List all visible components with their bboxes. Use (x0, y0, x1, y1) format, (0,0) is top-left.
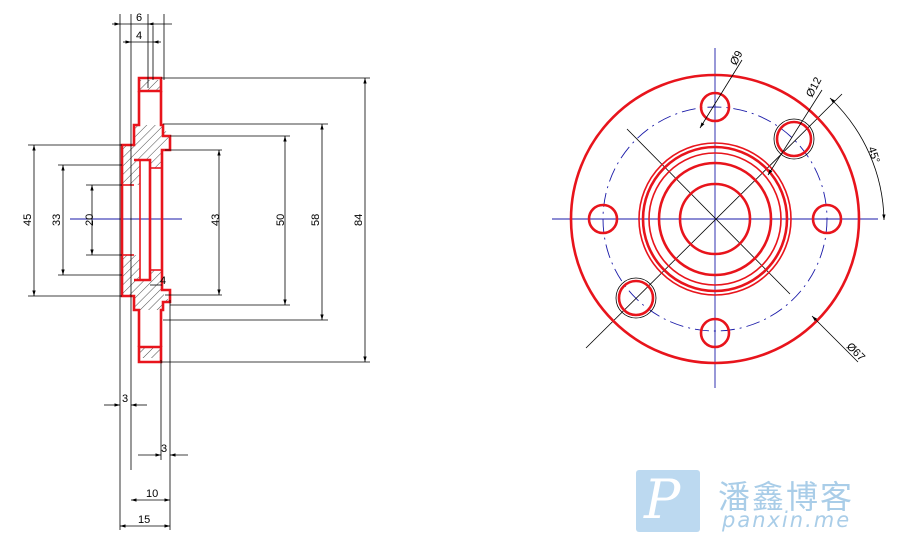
hub-outer-circle-3 (648, 152, 782, 286)
dim-hole-dia-12: Ø12 (804, 75, 824, 99)
watermark-logo-letter: P (644, 468, 681, 531)
dim-width-4: 4 (136, 30, 142, 42)
dim-angle-45: 45° (865, 145, 882, 165)
dim-dia-58: 58 (310, 214, 322, 226)
watermark-title: 潘鑫博客 (718, 478, 855, 516)
dim-dia-33: 33 (51, 214, 63, 226)
bore-circle (678, 182, 752, 256)
dim-length-10: 10 (146, 488, 158, 500)
watermark-url: panxin.me (722, 508, 852, 532)
dim-dia-43: 43 (210, 214, 222, 226)
dim-dia-45: 45 (22, 214, 34, 226)
hub-middle-circle (657, 161, 773, 277)
section-outline (120, 76, 172, 364)
dim-pcd-67: Ø67 (844, 341, 867, 364)
section-dimension-lines (32, 22, 367, 528)
dim-thickness-3-left: 3 (122, 393, 128, 405)
bolt-hole-left (587, 203, 619, 235)
dim-dia-20: 20 (84, 214, 96, 226)
dim-step-4: 4 (160, 275, 166, 287)
front-view: Ø9 Ø12 45° Ø67 (552, 48, 886, 388)
dim-width-6: 6 (136, 12, 142, 24)
bolt-hole-top (699, 91, 731, 123)
hub-outer-circle-2 (641, 145, 789, 293)
dim-length-15: 15 (138, 514, 150, 526)
bolt-circle (602, 106, 828, 332)
watermark: P 潘鑫博客 panxin.me (636, 470, 886, 534)
bolt-hole-upper-right (775, 120, 813, 158)
dim-thickness-3-right: 3 (161, 443, 167, 455)
section-view: 6 4 45 33 20 43 50 58 84 4 3 3 10 15 (22, 12, 370, 530)
bolt-hole-lower-left (617, 279, 655, 317)
bolt-hole-bottom (699, 317, 731, 349)
hub-outer-circle-1 (638, 142, 792, 296)
dim-dia-50: 50 (275, 214, 287, 226)
dim-dia-84: 84 (353, 214, 365, 226)
dim-hole-dia-9: Ø9 (728, 49, 745, 68)
watermark-logo-icon: P (636, 470, 700, 532)
section-extension-lines (28, 14, 370, 530)
